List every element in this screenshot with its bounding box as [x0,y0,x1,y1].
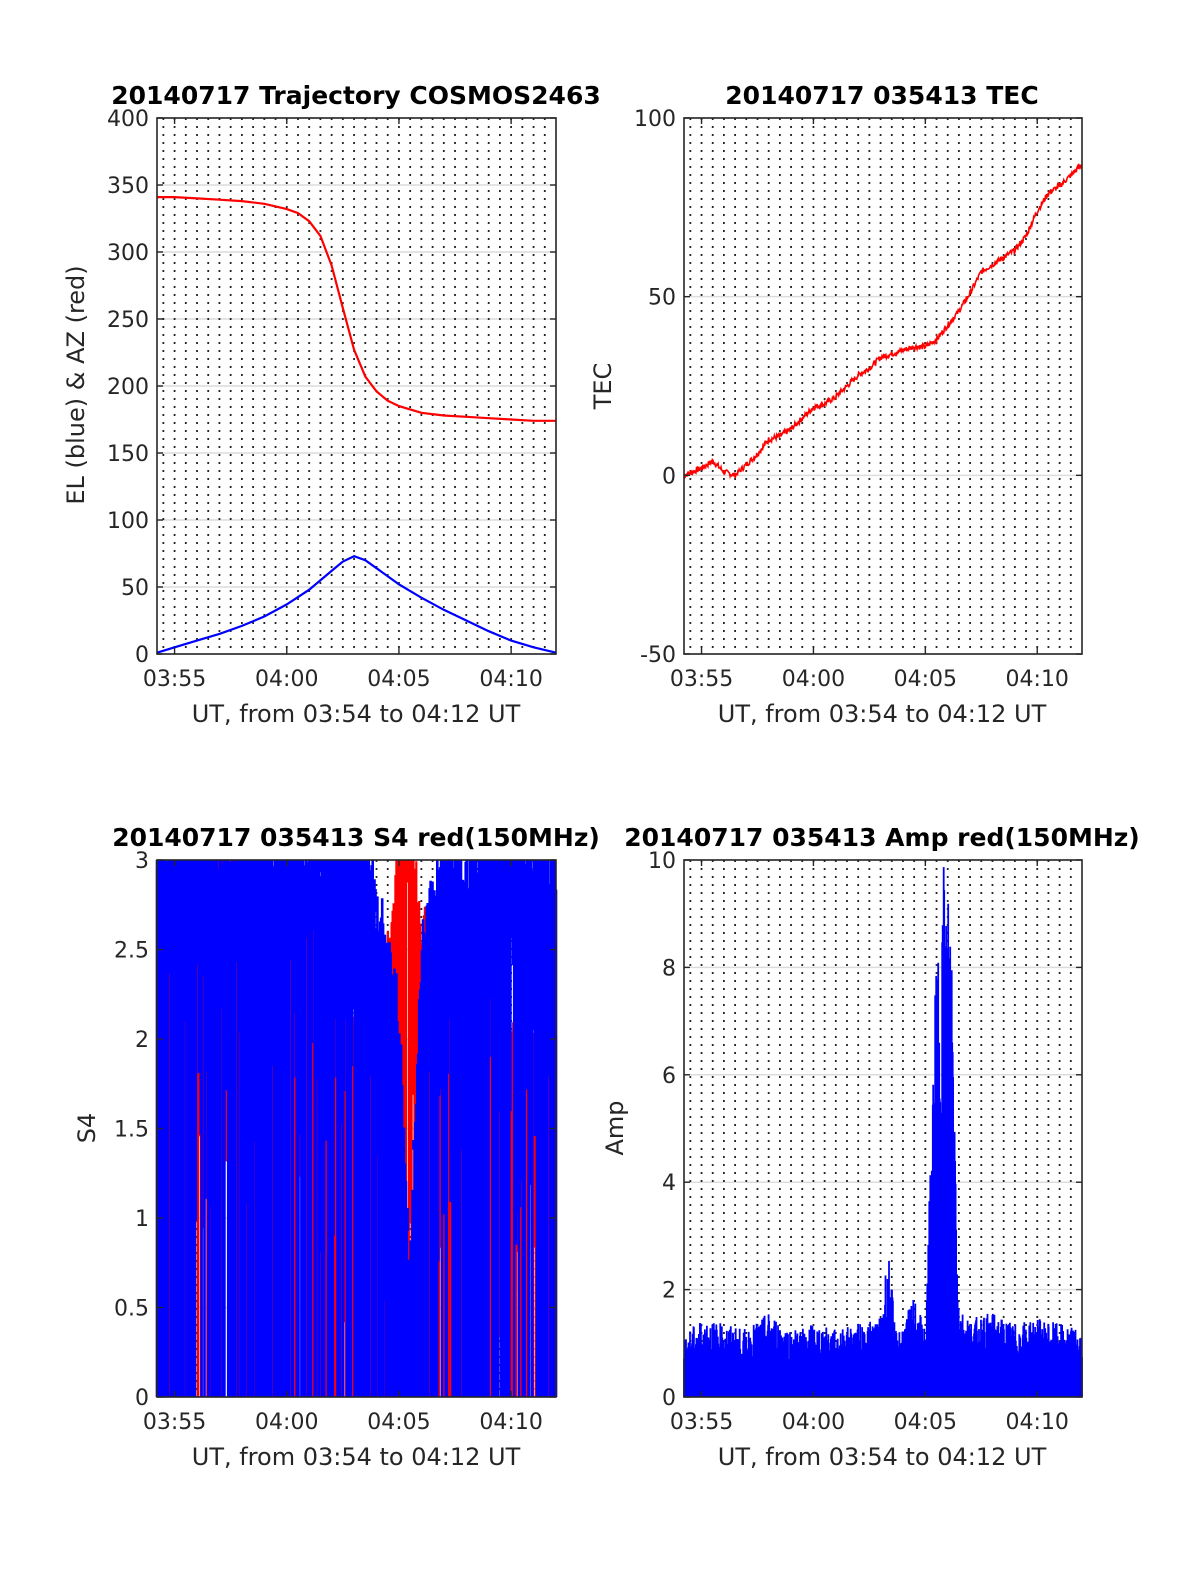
y-tick-label: -50 [640,643,676,668]
x-tick-label: 04:00 [255,667,318,692]
y-tick-label: 350 [107,174,149,199]
y-tick-label: 8 [662,956,676,981]
y-axis-label: EL (blue) & AZ (red) [62,265,90,504]
y-axis-label: TEC [589,363,617,411]
x-axis-label: UT, from 03:54 to 04:12 UT [718,700,1047,728]
y-tick-label: 10 [648,849,676,874]
y-tick-label: 100 [107,509,149,534]
y-tick-label: 150 [107,442,149,467]
x-tick-label: 03:55 [670,1410,733,1435]
chart-title: 20140717 035413 Amp red(150MHz) [624,823,1140,852]
x-tick-label: 04:10 [1006,1410,1069,1435]
y-tick-label: 0 [662,1386,676,1411]
y-tick-label: 50 [648,286,676,311]
chart-title: 20140717 035413 S4 red(150MHz) [112,823,600,852]
y-axis-label: S4 [73,1113,101,1144]
panel-tec: 20140717 035413 TEC UT, from 03:54 to 04… [589,81,1083,728]
chart-title: 20140717 Trajectory COSMOS2463 [111,81,601,110]
x-tick-label: 03:55 [143,1410,206,1435]
x-tick-label: 04:00 [782,1410,845,1435]
panel-amp: 20140717 035413 Amp red(150MHz) UT, from… [601,823,1140,1471]
data-line [157,196,556,422]
y-tick-label: 1 [135,1207,149,1232]
y-tick-label: 250 [107,308,149,333]
y-tick-label: 400 [107,107,149,132]
data-line [156,555,557,654]
y-tick-label: 1.5 [114,1118,149,1143]
y-tick-label: 0 [135,643,149,668]
y-tick-label: 300 [107,241,149,266]
y-tick-label: 2 [662,1279,676,1304]
x-tick-label: 04:05 [367,667,430,692]
plot-frame [683,117,1083,655]
data-line [683,867,1083,1397]
x-tick-label: 04:10 [479,1410,542,1435]
chart-title: 20140717 035413 TEC [725,81,1038,110]
x-tick-label: 03:55 [143,667,206,692]
x-tick-label: 04:05 [894,1410,957,1435]
x-tick-label: 04:10 [479,667,542,692]
y-tick-label: 0 [662,464,676,489]
y-tick-label: 0 [135,1386,149,1411]
y-tick-label: 2.5 [114,939,149,964]
data-line [155,860,558,1397]
y-tick-label: 100 [634,107,676,132]
panel-trajectory: 20140717 Trajectory COSMOS2463 UT, from … [62,81,601,728]
y-tick-label: 2 [135,1028,149,1053]
panel-s4: 20140717 035413 S4 red(150MHz) UT, from … [73,823,600,1471]
x-tick-label: 04:10 [1006,667,1069,692]
x-tick-label: 04:00 [255,1410,318,1435]
plot-frame [683,859,1083,1398]
x-tick-label: 04:05 [894,667,957,692]
x-tick-label: 03:55 [670,667,733,692]
y-tick-label: 0.5 [114,1297,149,1322]
data-line [683,162,1083,480]
x-axis-label: UT, from 03:54 to 04:12 UT [192,700,521,728]
x-axis-label: UT, from 03:54 to 04:12 UT [718,1443,1047,1471]
y-tick-label: 200 [107,375,149,400]
y-tick-label: 50 [121,576,149,601]
y-tick-label: 3 [135,849,149,874]
x-tick-label: 04:05 [367,1410,430,1435]
y-tick-label: 4 [662,1171,676,1196]
y-axis-label: Amp [601,1100,629,1155]
x-tick-label: 04:00 [782,667,845,692]
y-tick-label: 6 [662,1064,676,1089]
x-axis-label: UT, from 03:54 to 04:12 UT [192,1443,521,1471]
